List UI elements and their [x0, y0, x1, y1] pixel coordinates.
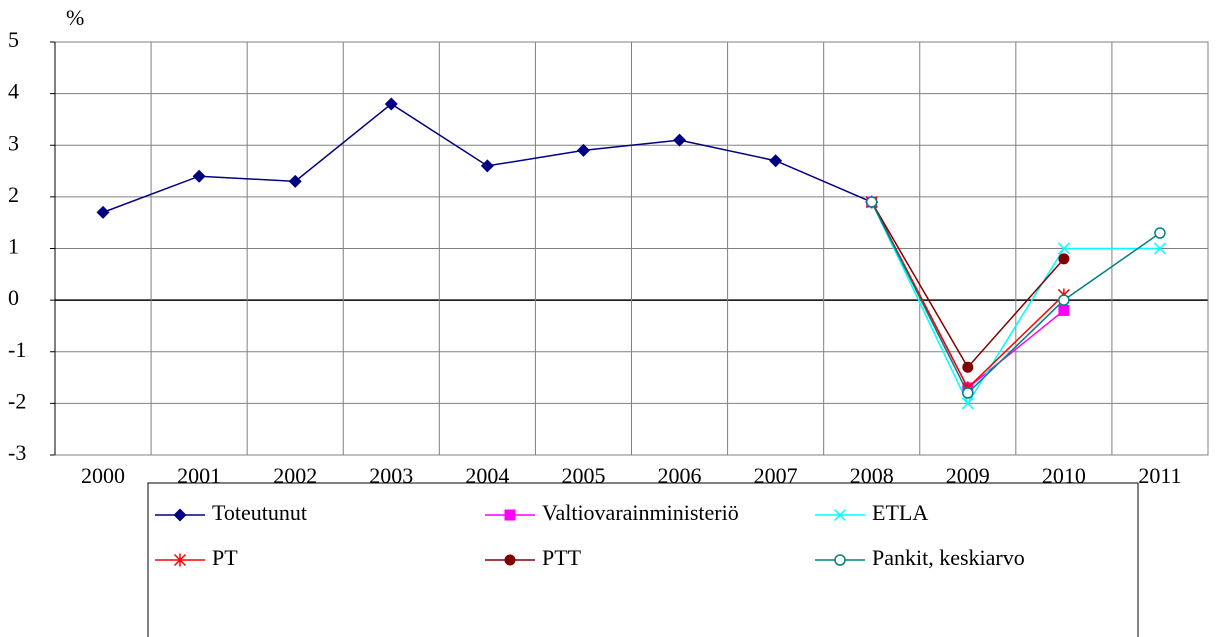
marker: [865, 196, 878, 208]
marker: [1153, 242, 1166, 255]
marker-shape: [1058, 304, 1070, 316]
series-line: [871, 201, 1065, 369]
y-axis-label: %: [66, 5, 84, 30]
x-tick-label: 2008: [850, 463, 894, 488]
marker-shape: [769, 154, 783, 168]
marker: [834, 554, 846, 566]
legend-box: [147, 482, 1139, 637]
y-tick-label: 2: [8, 182, 19, 207]
marker: [1058, 294, 1070, 306]
legend-label: PTT: [542, 545, 582, 570]
x-tick-label: 2003: [369, 463, 413, 488]
marker-shape: [961, 397, 974, 410]
marker: [96, 205, 110, 219]
marker: [961, 397, 974, 410]
marker: [1154, 227, 1166, 239]
marker-shape: [673, 133, 687, 147]
y-tick-label: 3: [8, 130, 19, 155]
marker: [962, 361, 974, 373]
marker-shape: [480, 159, 494, 173]
x-tick-label: 2004: [465, 463, 509, 488]
marker: [504, 509, 516, 521]
y-tick-label: -3: [8, 440, 26, 465]
series-line: [871, 201, 1160, 405]
marker: [576, 143, 590, 157]
marker-shape: [384, 97, 398, 111]
marker-shape: [96, 205, 110, 219]
marker-shape: [1154, 227, 1166, 239]
marker-shape: [834, 554, 846, 566]
marker: [173, 553, 187, 567]
x-tick-label: 2001: [177, 463, 221, 488]
marker: [1057, 242, 1070, 255]
marker-shape: [173, 508, 187, 522]
y-tick-label: -1: [8, 337, 26, 362]
y-tick-label: 0: [8, 285, 19, 310]
y-tick-label: 1: [8, 234, 19, 259]
y-tick-label: 4: [8, 79, 19, 104]
x-tick-label: 2009: [946, 463, 990, 488]
x-tick-label: 2000: [81, 463, 125, 488]
marker-shape: [1057, 242, 1070, 255]
marker-shape: [1153, 242, 1166, 255]
legend-label: Pankit, keskiarvo: [872, 545, 1025, 570]
marker: [833, 508, 847, 522]
marker-shape: [576, 143, 590, 157]
marker-shape: [504, 509, 516, 521]
marker-shape: [504, 554, 516, 566]
x-tick-label: 2011: [1138, 463, 1181, 488]
marker-shape: [962, 387, 974, 399]
legend-label: ETLA: [872, 500, 928, 525]
marker: [288, 174, 302, 188]
marker: [173, 508, 187, 522]
marker-shape: [192, 169, 206, 183]
x-tick-label: 2010: [1042, 463, 1086, 488]
x-tick-label: 2007: [754, 463, 798, 488]
marker: [962, 387, 974, 399]
marker: [673, 133, 687, 147]
x-tick-label: 2002: [273, 463, 317, 488]
marker: [769, 154, 783, 168]
marker-shape: [173, 553, 187, 567]
x-tick-label: 2005: [561, 463, 605, 488]
marker-shape: [1058, 294, 1070, 306]
x-tick-label: 2006: [658, 463, 702, 488]
marker-shape: [833, 508, 847, 522]
marker-shape: [288, 174, 302, 188]
marker-shape: [1058, 253, 1070, 265]
legend-label: PT: [212, 545, 238, 570]
marker: [192, 169, 206, 183]
y-tick-label: -2: [8, 388, 26, 413]
marker: [480, 159, 494, 173]
marker-shape: [962, 361, 974, 373]
marker: [1058, 253, 1070, 265]
series-line: [871, 201, 1161, 395]
marker-shape: [865, 196, 878, 208]
series-line: [102, 103, 873, 214]
legend-label: Valtiovarainministeriö: [542, 500, 739, 525]
marker: [504, 554, 516, 566]
marker: [1058, 304, 1070, 316]
marker: [384, 97, 398, 111]
y-tick-label: 5: [8, 27, 19, 52]
legend-label: Toteutunut: [212, 500, 307, 525]
